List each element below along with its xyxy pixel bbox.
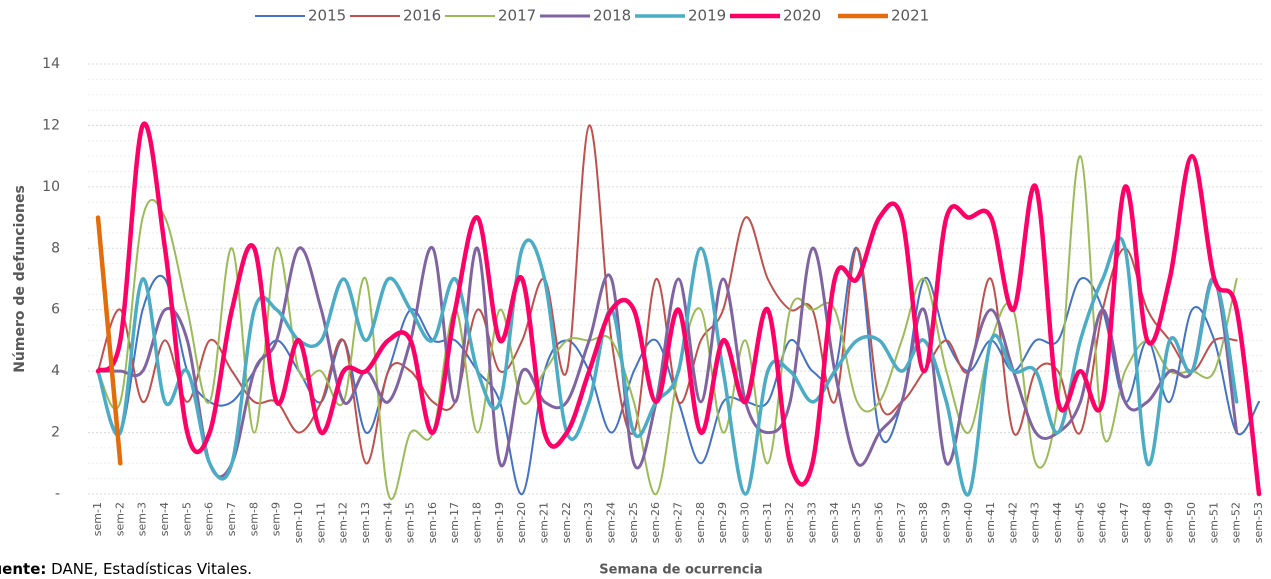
x-tick-label: sem-33 <box>805 502 818 543</box>
legend-label: 2019 <box>688 7 726 25</box>
x-tick-label: sem-23 <box>582 502 595 543</box>
x-tick-label: sem-30 <box>738 502 751 543</box>
x-tick-label: sem-32 <box>783 502 796 543</box>
x-tick-label: sem-31 <box>761 502 774 543</box>
y-tick-label: 12 <box>42 117 60 133</box>
series-line <box>97 247 1260 496</box>
x-tick-label: sem-20 <box>515 502 528 543</box>
x-tick-label: sem-47 <box>1118 502 1131 543</box>
x-tick-label: sem-50 <box>1185 502 1198 543</box>
legend-label: 2016 <box>403 7 441 25</box>
x-tick-label: sem-53 <box>1252 502 1265 543</box>
x-tick-label: sem-13 <box>359 502 372 543</box>
x-tick-label: sem-4 <box>158 502 171 536</box>
x-tick-label: sem-45 <box>1073 502 1086 543</box>
x-tick-label: sem-3 <box>136 502 149 536</box>
x-tick-label: sem-44 <box>1051 502 1064 543</box>
series-line <box>97 124 1238 465</box>
series-line <box>95 215 123 466</box>
x-tick-label: sem-39 <box>939 502 952 543</box>
x-tick-label: sem-37 <box>895 502 908 543</box>
x-tick-label: sem-17 <box>448 502 461 543</box>
y-axis-title: Número de defunciones <box>12 185 28 373</box>
x-tick-label: sem-22 <box>560 502 573 543</box>
x-tick-label: sem-19 <box>493 502 506 543</box>
x-tick-label: sem-16 <box>426 502 439 543</box>
x-tick-label: sem-38 <box>917 502 930 543</box>
x-tick-label: sem-49 <box>1163 502 1176 543</box>
x-tick-label: sem-18 <box>471 502 484 543</box>
x-tick-label: sem-10 <box>292 502 305 543</box>
legend-label: 2020 <box>783 7 821 25</box>
x-tick-label: sem-36 <box>872 502 885 543</box>
x-tick-label: sem-43 <box>1029 502 1042 543</box>
y-tick-label: 4 <box>51 363 60 379</box>
x-tick-label: sem-12 <box>337 502 350 543</box>
source-text: DANE, Estadísticas Vitales. <box>51 560 252 578</box>
x-tick-label: sem-21 <box>538 502 551 543</box>
x-tick-label: sem-25 <box>627 502 640 543</box>
series-line <box>96 236 1239 497</box>
x-tick-label: sem-1 <box>91 502 104 536</box>
x-tick-label: sem-29 <box>716 502 729 543</box>
x-tick-label: sem-8 <box>247 502 260 536</box>
x-tick-label: sem-46 <box>1096 502 1109 543</box>
y-tick-label: 2 <box>51 425 60 441</box>
series-line <box>95 121 1262 497</box>
y-tick-label: 14 <box>42 56 60 72</box>
x-tick-label: sem-27 <box>672 502 685 543</box>
x-tick-label: sem-52 <box>1230 502 1243 543</box>
y-tick-label: 10 <box>42 179 60 195</box>
legend-label: 2018 <box>593 7 631 25</box>
x-tick-label: sem-5 <box>180 502 193 536</box>
x-tick-label: sem-28 <box>694 502 707 543</box>
x-tick-label: sem-51 <box>1207 502 1220 543</box>
series-line <box>96 246 1239 479</box>
x-tick-label: sem-26 <box>649 502 662 543</box>
legend-label: 2015 <box>308 7 346 25</box>
x-tick-label: sem-9 <box>270 502 283 536</box>
source: Fuente: DANE, Estadísticas Vitales. <box>0 560 252 578</box>
x-axis-title: Semana de ocurrencia <box>599 563 762 578</box>
y-tick-label: - <box>55 486 60 502</box>
x-tick-label: sem-40 <box>962 502 975 543</box>
x-tick-label: sem-11 <box>314 502 327 543</box>
x-tick-label: sem-34 <box>828 502 841 543</box>
y-tick-label: 8 <box>51 240 60 256</box>
x-tick-label: sem-35 <box>850 502 863 543</box>
x-tick-label: sem-41 <box>984 502 997 543</box>
legend-label: 2017 <box>498 7 536 25</box>
y-tick-label: 6 <box>51 302 60 318</box>
x-tick-label: sem-48 <box>1140 502 1153 543</box>
legend-label: 2021 <box>891 7 929 25</box>
source-label: Fuente: <box>0 560 46 578</box>
x-tick-label: sem-24 <box>605 502 618 543</box>
x-tick-label: sem-2 <box>113 502 126 536</box>
x-tick-label: sem-42 <box>1006 502 1019 543</box>
x-tick-label: sem-6 <box>203 502 216 536</box>
x-tick-label: sem-15 <box>404 502 417 543</box>
x-tick-label: sem-7 <box>225 502 238 536</box>
x-tick-label: sem-14 <box>381 502 394 543</box>
